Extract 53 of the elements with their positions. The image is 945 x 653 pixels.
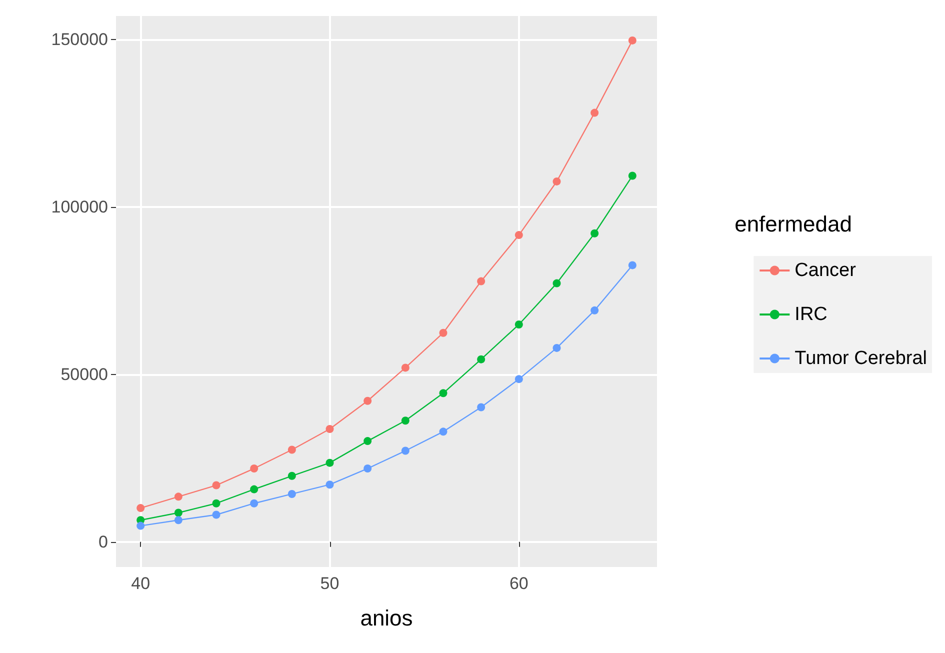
point (136, 522, 145, 530)
point (364, 437, 372, 446)
point (514, 231, 523, 240)
point (250, 485, 258, 494)
point (212, 510, 220, 519)
legend-label: Cancer (794, 260, 857, 281)
point (250, 499, 258, 508)
point (552, 344, 561, 352)
point (326, 480, 334, 489)
point (401, 416, 410, 425)
point (174, 508, 182, 517)
point (628, 261, 636, 270)
y-tick-label: 50000 (60, 364, 108, 384)
point (401, 364, 410, 372)
point (136, 504, 145, 512)
point (364, 464, 372, 473)
y-tick-label: 150000 (51, 30, 108, 49)
point (439, 328, 448, 337)
legend-title: enfermedad (734, 212, 852, 236)
point (174, 492, 182, 501)
point (250, 464, 258, 473)
point (439, 389, 448, 398)
point (514, 320, 523, 328)
point (364, 396, 372, 405)
x-tick-label: 40 (131, 574, 150, 593)
point (326, 458, 334, 467)
point (552, 279, 561, 288)
point (212, 499, 220, 508)
point (477, 355, 486, 364)
point (477, 403, 486, 412)
point (590, 306, 599, 314)
point (590, 108, 599, 117)
point (288, 472, 296, 480)
x-tick-label: 60 (509, 574, 528, 593)
x-axis-title: anios (360, 606, 413, 630)
point (326, 425, 334, 433)
y-tick-label: 0 (98, 532, 108, 552)
point (628, 172, 636, 180)
y-tick-label: 100000 (51, 197, 108, 216)
point (439, 428, 448, 436)
point (514, 375, 523, 384)
legend-label: Tumor Cerebral (794, 348, 928, 369)
point (174, 516, 182, 524)
point (212, 481, 220, 490)
point (628, 36, 636, 44)
x-tick-label: 50 (320, 574, 340, 593)
point (477, 277, 486, 286)
point (590, 229, 599, 238)
point (552, 177, 561, 186)
point (288, 446, 296, 454)
legend-label: IRC (794, 304, 828, 325)
point (401, 446, 410, 455)
point (288, 490, 296, 498)
